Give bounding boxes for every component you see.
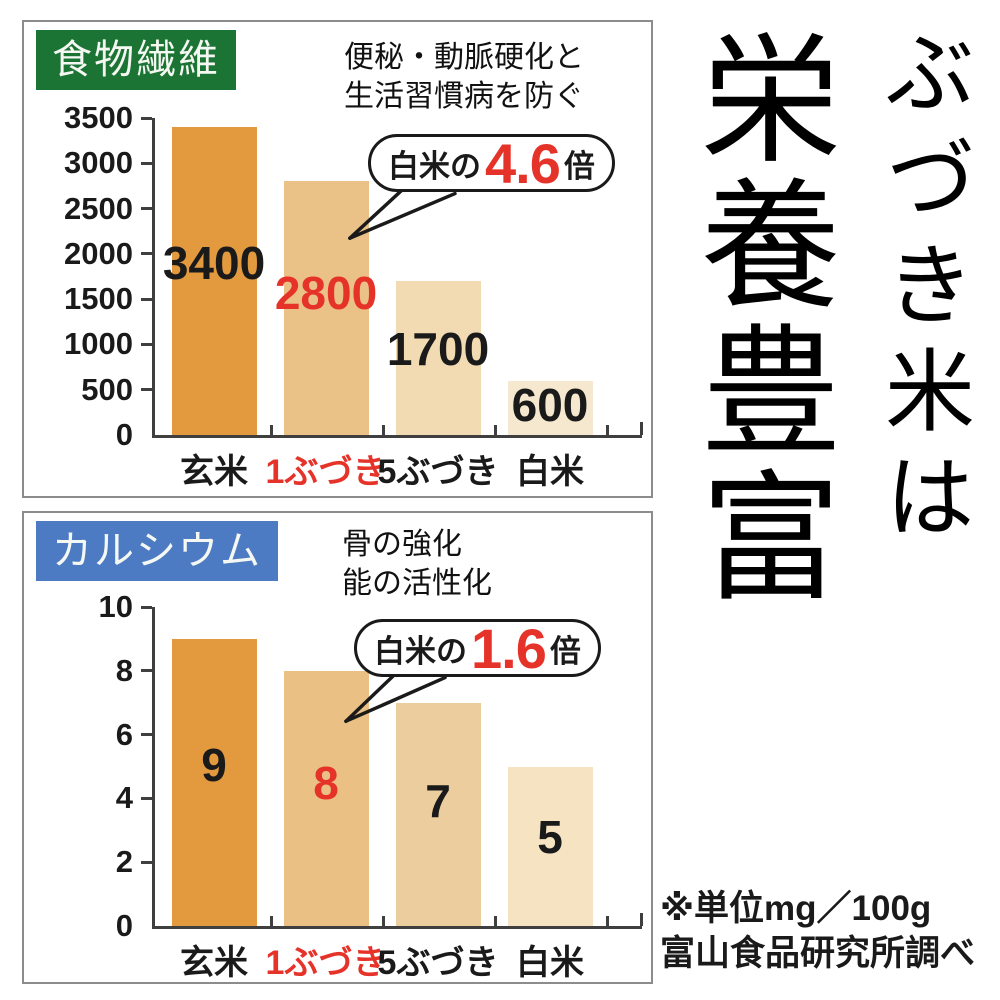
- y-axis-tick: [141, 342, 152, 346]
- benefit-line: 骨の強化: [342, 528, 462, 561]
- y-axis-tick-label: 1000: [64, 326, 133, 362]
- chart-title-badge-calcium: カルシウム: [36, 521, 278, 581]
- bar-value-label: 1700: [386, 322, 490, 375]
- x-axis-tick: [382, 425, 385, 435]
- y-axis-tick: [141, 860, 152, 864]
- fiber-chart-panel: 食物繊維 便秘・動脈硬化と 生活習慣病を防ぐ 0 500 1000 1500 2000 2…: [22, 20, 653, 498]
- chart-bar: [396, 281, 481, 435]
- chart-bar: [172, 127, 257, 435]
- y-axis-tick: [141, 605, 152, 609]
- bar-value-label: 5: [537, 810, 563, 863]
- y-axis-tick: [141, 116, 152, 120]
- x-axis-tick: [382, 916, 385, 926]
- x-axis-end-cap: [640, 913, 643, 926]
- chart-title-badge-fiber: 食物繊維: [36, 30, 236, 90]
- footnote-source: 富山食品研究所調べ: [660, 934, 976, 973]
- bubble-prefix: 白米の: [374, 633, 467, 669]
- headline-lead: ぶづき米は: [871, 26, 971, 556]
- y-axis-tick-label: 0: [115, 908, 133, 943]
- callout-bubble-calcium: 白米の 1.6 倍: [354, 617, 601, 680]
- y-axis-tick-label: 10: [98, 589, 133, 624]
- x-axis-tick: [270, 916, 273, 926]
- y-axis-tick-label: 2000: [64, 235, 133, 271]
- bar-value-label: 9: [201, 739, 227, 792]
- benefit-line: 能の活性化: [342, 567, 492, 600]
- y-axis-tick: [141, 669, 152, 673]
- bar-value-label: 2800: [274, 266, 378, 319]
- y-axis-tick: [141, 161, 152, 165]
- x-axis-category-label: 1ぶづき: [265, 453, 387, 491]
- y-axis-tick-label: 4: [115, 780, 133, 816]
- y-axis-tick-label: 2: [115, 844, 133, 880]
- y-axis-tick-label: 500: [81, 371, 133, 407]
- y-axis-tick-label: 6: [115, 716, 133, 752]
- x-axis-category-label: 白米: [516, 453, 584, 491]
- benefit-line: 便秘・動脈硬化と: [344, 41, 584, 74]
- y-axis-tick-label: 0: [115, 417, 133, 452]
- y-axis-tick-label: 2500: [64, 190, 133, 226]
- bubble-suffix: 倍: [549, 633, 581, 669]
- chart-bar: [396, 702, 481, 926]
- x-axis-tick: [494, 916, 497, 926]
- bar-value-label: 3400: [162, 236, 266, 289]
- x-axis-category-label: 5ぶづき: [377, 453, 499, 491]
- vertical-headline: ぶづき米は 栄養豊富: [672, 26, 974, 686]
- bar-value-label: 8: [313, 757, 339, 810]
- bar-value-label: 600: [511, 378, 589, 431]
- x-axis-category-label: 1ぶづき: [265, 944, 387, 982]
- headline-main: 栄養豊富: [680, 26, 838, 610]
- y-axis-tick-label: 3000: [64, 145, 133, 181]
- footnote-unit: ※単位mg／100g: [660, 889, 932, 928]
- x-axis-category-label: 5ぶづき: [377, 944, 499, 982]
- benefit-text-calcium: 骨の強化 能の活性化: [342, 525, 492, 603]
- benefit-text-fiber: 便秘・動脈硬化と 生活習慣病を防ぐ: [344, 38, 584, 116]
- x-axis-tick: [606, 916, 609, 926]
- x-axis-tick: [270, 425, 273, 435]
- benefit-line: 生活習慣病を防ぐ: [344, 80, 584, 113]
- x-axis-tick: [494, 425, 497, 435]
- calcium-chart-panel: カルシウム 骨の強化 能の活性化 0 2 4 6 8 10 9 玄米 8 1ぶづき 7 5ぶづき 5 白米…: [22, 511, 653, 984]
- chart-bar: [508, 766, 593, 926]
- bubble-prefix: 白米の: [388, 148, 481, 184]
- y-axis-tick: [141, 252, 152, 256]
- footnote: ※単位mg／100g 富山食品研究所調べ: [660, 886, 975, 976]
- y-axis-tick-label: 8: [115, 652, 133, 688]
- bar-chart-calcium: 0 2 4 6 8 10 9 玄米 8 1ぶづき 7 5ぶづき 5 白米: [99, 589, 643, 982]
- y-axis-tick: [141, 207, 152, 211]
- bar-value-label: 7: [425, 774, 451, 827]
- y-axis-tick: [141, 796, 152, 800]
- y-axis-tick: [141, 297, 152, 301]
- y-axis-tick: [141, 388, 152, 392]
- chart-bar: [508, 380, 593, 435]
- chart-bar: [172, 638, 257, 926]
- y-axis-tick-label: 1500: [64, 281, 133, 317]
- y-axis-tick-label: 3500: [64, 100, 133, 135]
- x-axis-category-label: 玄米: [180, 944, 248, 982]
- x-axis-tick: [606, 425, 609, 435]
- x-axis-category-label: 玄米: [180, 453, 248, 491]
- bubble-suffix: 倍: [563, 148, 595, 184]
- y-axis-tick: [141, 733, 152, 737]
- bubble-multiplier: 1.6: [471, 616, 547, 680]
- bar-chart-fiber: 0 500 1000 1500 2000 2500 3000 3500 3400 玄米 2800 1ぶ…: [64, 100, 643, 491]
- callout-bubble-fiber: 白米の 4.6 倍: [368, 132, 615, 195]
- x-axis-end-cap: [640, 422, 643, 435]
- bubble-multiplier: 4.6: [485, 131, 561, 195]
- x-axis-category-label: 白米: [516, 944, 584, 982]
